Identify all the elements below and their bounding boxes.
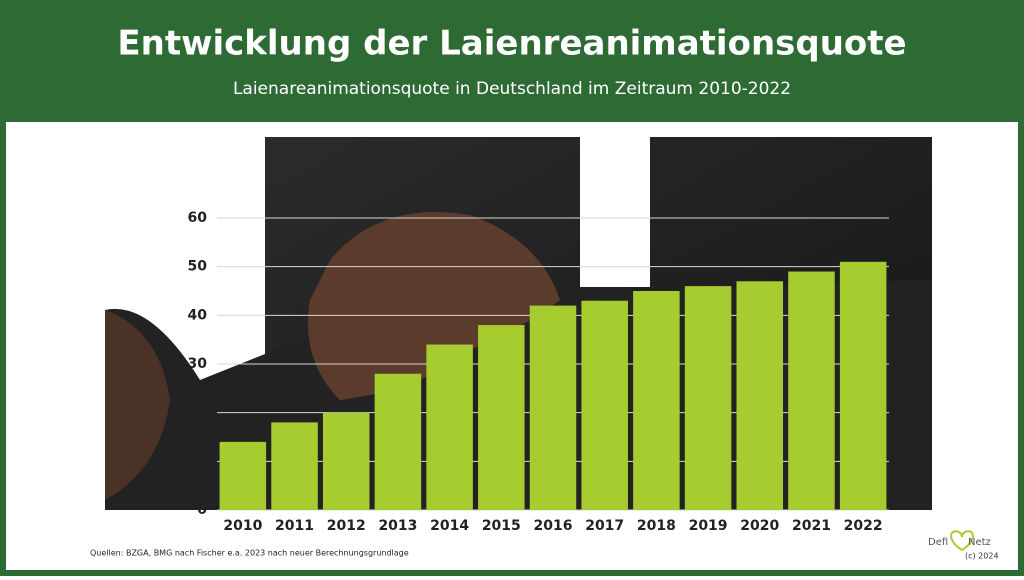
y-tick-label: 40 [188, 307, 208, 323]
bar [788, 271, 835, 510]
bar [271, 422, 318, 510]
x-tick-label: 2010 [223, 518, 262, 534]
bar [684, 286, 732, 510]
bar [839, 261, 887, 510]
y-tick-label: 30 [188, 356, 208, 372]
x-tick-label: 2017 [585, 518, 624, 534]
x-tick-label: 2020 [740, 518, 779, 534]
logo-heart [950, 530, 974, 552]
logo-left: Defi [928, 537, 948, 548]
copyright: (c) 2024 [965, 552, 999, 561]
source: Quellen: BZGA, BMG nach Fischer e.a. 202… [90, 549, 409, 558]
bar [374, 373, 422, 510]
x-tick-label: 2019 [689, 518, 728, 534]
bar [478, 325, 525, 510]
chart-title: Entwicklung der Laienreanimationsquote [117, 24, 906, 64]
bar [581, 300, 628, 510]
x-tick-label: 2022 [844, 518, 883, 534]
bar [219, 441, 267, 510]
x-tick-label: 2015 [482, 518, 521, 534]
y-tick-label: 10 [188, 453, 208, 469]
y-tick-label: 0 [197, 502, 207, 518]
chart-subtitle: Laienareanimationsquote in Deutschland i… [233, 79, 791, 99]
x-tick-label: 2021 [792, 518, 831, 534]
bar [426, 344, 473, 510]
x-tick-label: 2011 [275, 518, 314, 534]
logo-right: Netz [968, 537, 991, 548]
x-tick-label: 2016 [534, 518, 573, 534]
bar [529, 305, 577, 510]
y-tick-label: 50 [188, 259, 208, 275]
x-tick-label: 2012 [327, 518, 366, 534]
y-tick-label: 60 [188, 210, 208, 226]
x-tick-label: 2018 [637, 518, 676, 534]
x-tick-label: 2014 [430, 518, 469, 534]
y-tick-label: 20 [188, 405, 208, 421]
x-tick-label: 2013 [378, 518, 417, 534]
bar [633, 291, 680, 510]
bar [736, 281, 784, 510]
bar [322, 412, 370, 510]
